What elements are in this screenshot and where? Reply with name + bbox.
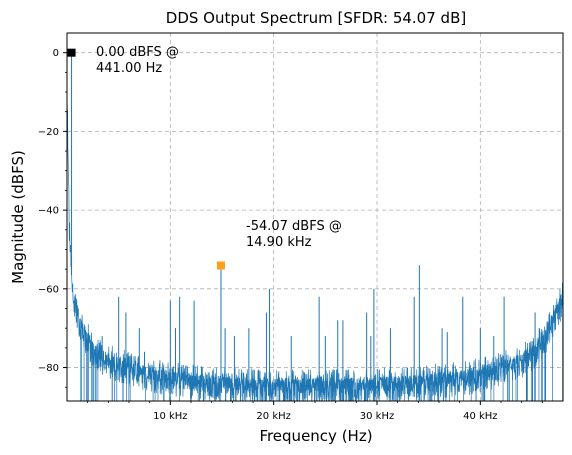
y-tick-label: −80 — [38, 363, 59, 374]
plot-area: 0.00 dBFS @441.00 Hz -54.07 dBFS @14.90 k… — [67, 45, 563, 401]
x-tick-label: 10 kHz — [153, 411, 187, 422]
x-tick-label: 40 kHz — [463, 411, 497, 422]
chart-title: DDS Output Spectrum [SFDR: 54.07 dB] — [166, 9, 466, 27]
annotation-line1: -54.07 dBFS @ — [246, 219, 342, 234]
series-group — [67, 52, 563, 401]
y-tick-label: −60 — [38, 284, 59, 295]
spectrum-noise-line — [67, 82, 563, 401]
spur-marker — [216, 261, 225, 270]
annotation-line2: 441.00 Hz — [96, 61, 162, 76]
grid — [67, 33, 563, 401]
axes: 10 kHz 20 kHz 30 kHz 40 kHz 0 −20 −40 −60 −80 — [38, 32, 564, 422]
x-tick-label: 30 kHz — [360, 411, 394, 422]
y-axis-label: Magnitude (dBFS) — [9, 150, 27, 284]
fundamental-marker — [67, 48, 76, 57]
annotation-line1: 0.00 dBFS @ — [96, 45, 179, 60]
y-tick-label: 0 — [53, 48, 59, 59]
x-tick-label: 20 kHz — [256, 411, 290, 422]
x-axis-label: Frequency (Hz) — [259, 427, 372, 445]
y-tick-label: −40 — [38, 206, 59, 217]
y-tick-label: −20 — [38, 127, 59, 138]
annotation-line2: 14.90 kHz — [246, 235, 312, 250]
